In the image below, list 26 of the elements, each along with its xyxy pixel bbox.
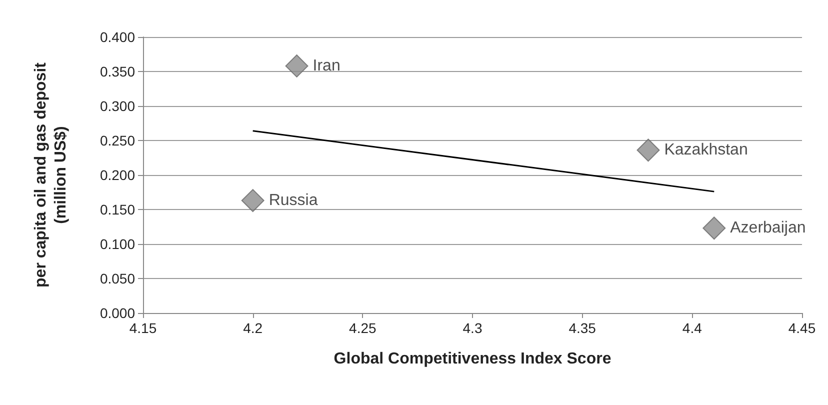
x-tick-label: 4.45: [788, 320, 816, 336]
annotation: Azerbaijan: [730, 220, 806, 237]
x-tick-label: 4.15: [129, 320, 157, 336]
point: [285, 54, 308, 78]
x-tick-label: 4.35: [568, 320, 596, 336]
y-tick-label: 0.200: [100, 167, 136, 183]
y-tick-label: 0.350: [100, 64, 136, 80]
y-tick-label: 0.050: [100, 270, 136, 286]
point: [636, 138, 660, 162]
annotation: Kazakhstan: [664, 142, 748, 159]
x-tick-label: 4.25: [349, 320, 377, 336]
annotation: Iran: [312, 57, 340, 74]
y-tick-label: 0.250: [100, 132, 136, 148]
y-tick-label: 0.300: [100, 98, 136, 114]
x-tick-label: 4.2: [243, 320, 263, 336]
x-tick-label: 4.3: [462, 320, 482, 336]
point: [241, 189, 264, 212]
x-tick-label: 4.4: [682, 320, 702, 336]
y-axis-title: per capita oil and gas deposit (million US$): [32, 62, 70, 288]
y-tick-label: 0.400: [100, 29, 136, 45]
y-tick-label: 0.000: [100, 305, 136, 321]
y-tick-label: 0.150: [100, 202, 136, 218]
y-tick-label: 0.100: [100, 236, 136, 252]
x-axis-title: Global Competitiveness Index Score: [334, 350, 612, 368]
point: [702, 216, 726, 240]
annotation: Russia: [268, 192, 318, 210]
